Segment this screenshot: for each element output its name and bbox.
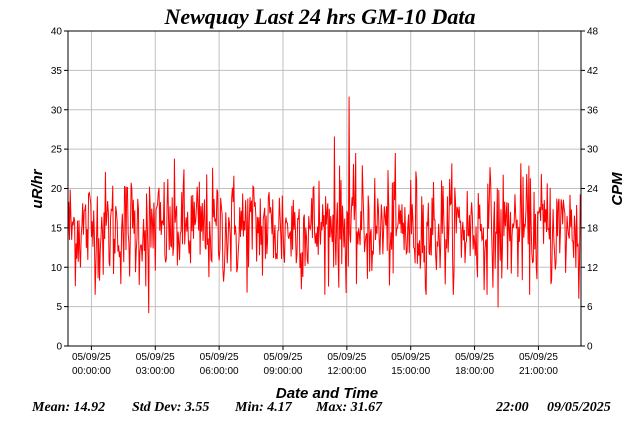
x-tick-label-time: 18:00:00 bbox=[455, 366, 494, 377]
x-tick-label-date: 05/09/25 bbox=[327, 352, 366, 363]
x-tick-label-date: 05/09/25 bbox=[72, 352, 111, 363]
y-ticks-right: 0 6 12 18 24 30 36 42 48 bbox=[581, 27, 599, 353]
stat-min: Min: 4.17 bbox=[234, 400, 293, 415]
stat-max: Max: 31.67 bbox=[315, 400, 383, 415]
series-layer bbox=[67, 96, 582, 314]
y-tick-label-left: 10 bbox=[51, 263, 63, 274]
y-tick-label-right: 0 bbox=[587, 342, 593, 353]
y-tick-label-left: 40 bbox=[51, 27, 63, 38]
stat-date: 09/05/2025 bbox=[547, 400, 611, 415]
stat-std-dev: Std Dev: 3.55 bbox=[132, 400, 209, 415]
y-tick-label-left: 0 bbox=[56, 342, 62, 353]
y-tick-label-left: 35 bbox=[51, 66, 63, 77]
y-tick-label-right: 30 bbox=[587, 145, 599, 156]
x-tick-label-date: 05/09/25 bbox=[391, 352, 430, 363]
x-tick-label-date: 05/09/25 bbox=[200, 352, 239, 363]
x-tick-label-time: 12:00:00 bbox=[327, 366, 366, 377]
x-axis-label: Date and Time bbox=[276, 385, 378, 402]
y-tick-label-right: 12 bbox=[587, 263, 599, 274]
x-tick-label-date: 05/09/25 bbox=[264, 352, 303, 363]
x-tick-label-time: 03:00:00 bbox=[136, 366, 175, 377]
series-line bbox=[67, 96, 582, 314]
y-axis-label-right: CPM bbox=[609, 172, 626, 206]
x-tick-label-date: 05/09/25 bbox=[455, 352, 494, 363]
y-tick-label-right: 36 bbox=[587, 105, 599, 116]
x-tick-label-time: 09:00:00 bbox=[264, 366, 303, 377]
y-tick-label-left: 5 bbox=[56, 302, 62, 313]
y-tick-label-right: 6 bbox=[587, 302, 593, 313]
y-tick-label-left: 20 bbox=[51, 184, 63, 195]
x-tick-label-date: 05/09/25 bbox=[519, 352, 558, 363]
x-tick-label-time: 00:00:00 bbox=[72, 366, 111, 377]
y-tick-label-right: 24 bbox=[587, 184, 599, 195]
y-tick-label-left: 30 bbox=[51, 105, 63, 116]
y-axis-label-left: uR/hr bbox=[29, 168, 46, 208]
y-ticks-left: 0 5 10 15 20 25 30 35 40 bbox=[51, 27, 68, 353]
x-tick-label-time: 21:00:00 bbox=[519, 366, 558, 377]
stat-time: 22:00 bbox=[495, 400, 529, 415]
y-tick-label-left: 25 bbox=[51, 145, 63, 156]
y-tick-label-right: 42 bbox=[587, 66, 599, 77]
chart-title: Newquay Last 24 hrs GM-10 Data bbox=[163, 4, 475, 29]
x-tick-label-time: 06:00:00 bbox=[200, 366, 239, 377]
y-tick-label-right: 48 bbox=[587, 27, 599, 38]
x-ticks: 05/09/25 00:00:00 05/09/25 03:00:00 05/09/25… bbox=[72, 346, 558, 377]
x-tick-label-time: 15:00:00 bbox=[391, 366, 430, 377]
grid bbox=[68, 31, 581, 346]
stat-mean: Mean: 14.92 bbox=[31, 400, 105, 415]
y-tick-label-left: 15 bbox=[51, 223, 63, 234]
x-tick-label-date: 05/09/25 bbox=[136, 352, 175, 363]
y-tick-label-right: 18 bbox=[587, 223, 599, 234]
